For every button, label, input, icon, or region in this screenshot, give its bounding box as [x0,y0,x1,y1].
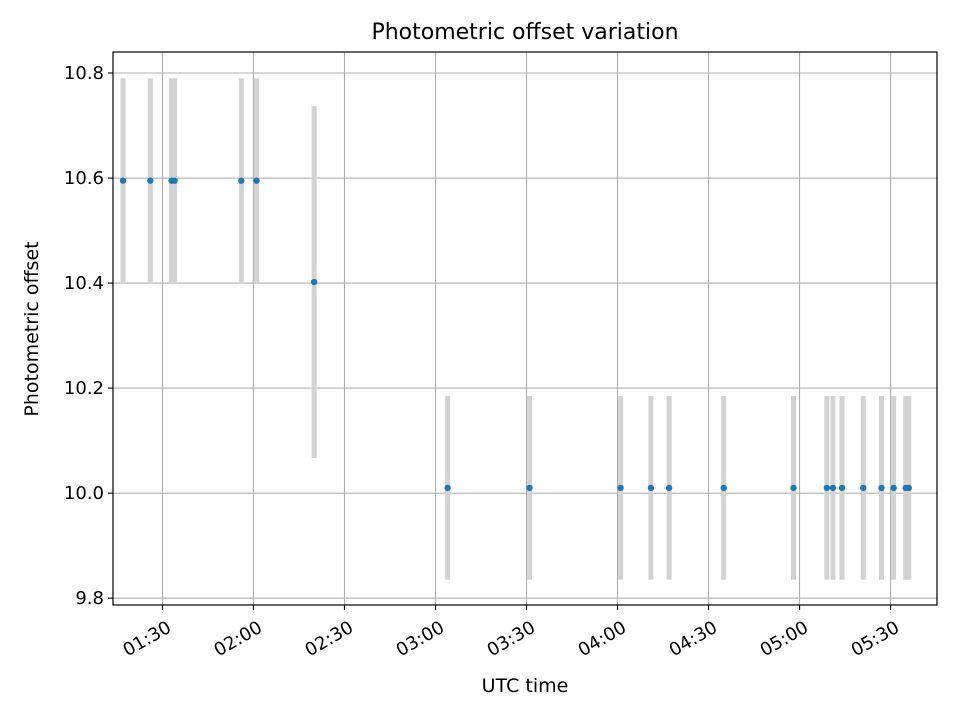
y-tick-label: 10.2 [64,378,104,399]
chart-title: Photometric offset variation [371,20,678,45]
data-point [860,484,867,492]
y-axis-label: Photometric offset [21,241,43,416]
data-point [878,484,885,492]
data-point [171,177,178,184]
y-tick-label: 10.4 [64,273,104,294]
y-tick-label: 10.0 [64,483,104,504]
data-point [905,484,912,492]
y-tick-label: 9.8 [75,588,104,609]
y-tick-label: 10.8 [64,63,104,84]
data-point [147,177,154,184]
data-point [119,177,127,184]
data-point [665,484,673,492]
data-point [444,484,451,492]
plot-area [113,52,937,605]
data-point [829,484,837,492]
data-point [823,484,831,492]
y-axis-ticks: 9.8 10.0 10.2 10.4 10.6 10.8 [64,63,113,609]
data-point [838,484,846,492]
x-axis-label: UTC time [482,675,569,697]
data-point [526,484,533,492]
data-point [310,278,318,286]
data-point [890,484,897,492]
y-tick-label: 10.6 [64,168,104,189]
data-point [617,484,624,492]
data-point [238,177,245,184]
data-point [720,484,727,492]
grid-lines [113,52,937,605]
data-point [647,484,655,492]
plot-frame [112,51,938,606]
data-point [790,484,797,492]
data-point [253,177,260,184]
data-points [119,177,912,492]
